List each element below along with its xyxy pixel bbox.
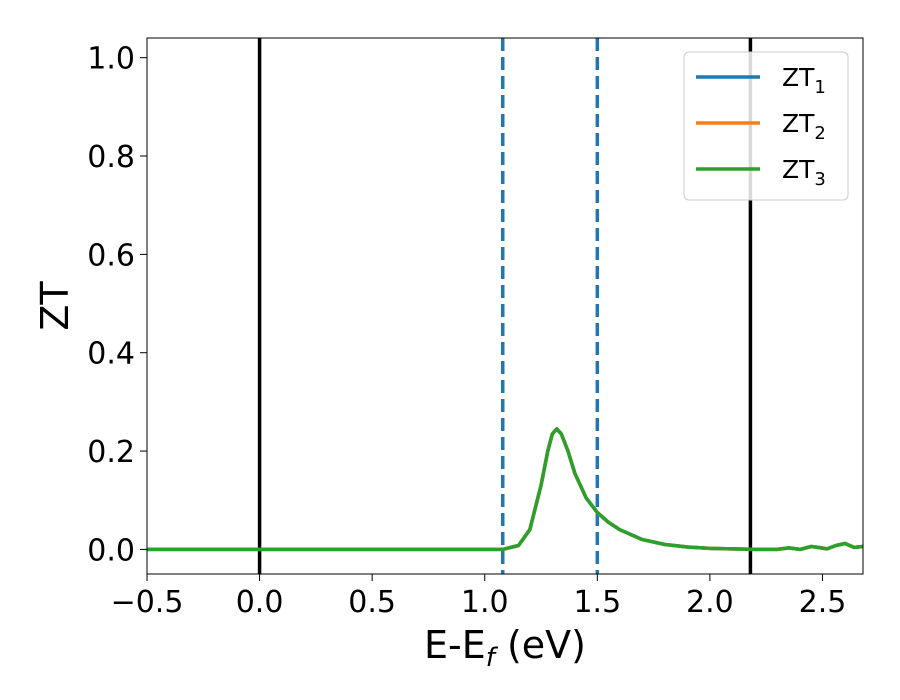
y-tick-label: 0.2 — [87, 435, 135, 470]
y-tick-label: 0.6 — [87, 238, 135, 273]
x-axis-title: E-Ef (eV) — [424, 623, 586, 673]
x-tick-label: 2.5 — [799, 585, 847, 620]
y-axis-title: ZT — [33, 281, 77, 331]
y-tick-label: 1.0 — [87, 42, 135, 77]
legend: ZT1 ZT2 ZT3 — [683, 51, 849, 201]
legend-label-zt1: ZT1 — [782, 63, 826, 98]
x-tick-label: 1.0 — [461, 585, 509, 620]
series-line-zt3 — [147, 427, 863, 552]
y-axis-ticks: 0.0 0.2 0.4 0.6 0.8 1.0 — [87, 42, 147, 568]
plot-frame — [146, 37, 864, 575]
x-tick-label: 1.5 — [573, 585, 621, 620]
x-tick-label: 0.5 — [348, 585, 396, 620]
y-tick-label: 0.8 — [87, 140, 135, 175]
x-tick-label: −0.5 — [111, 585, 184, 620]
x-tick-label: 2.0 — [686, 585, 734, 620]
legend-box — [683, 51, 849, 201]
series-lines — [147, 427, 863, 552]
y-tick-label: 0.0 — [87, 533, 135, 568]
y-tick-label: 0.4 — [87, 337, 135, 372]
x-tick-label: 0.0 — [236, 585, 284, 620]
legend-label-zt3: ZT3 — [782, 155, 826, 190]
legend-label-zt2: ZT2 — [782, 109, 826, 144]
x-axis-ticks: −0.5 0.0 0.5 1.0 1.5 2.0 2.5 — [111, 574, 847, 620]
